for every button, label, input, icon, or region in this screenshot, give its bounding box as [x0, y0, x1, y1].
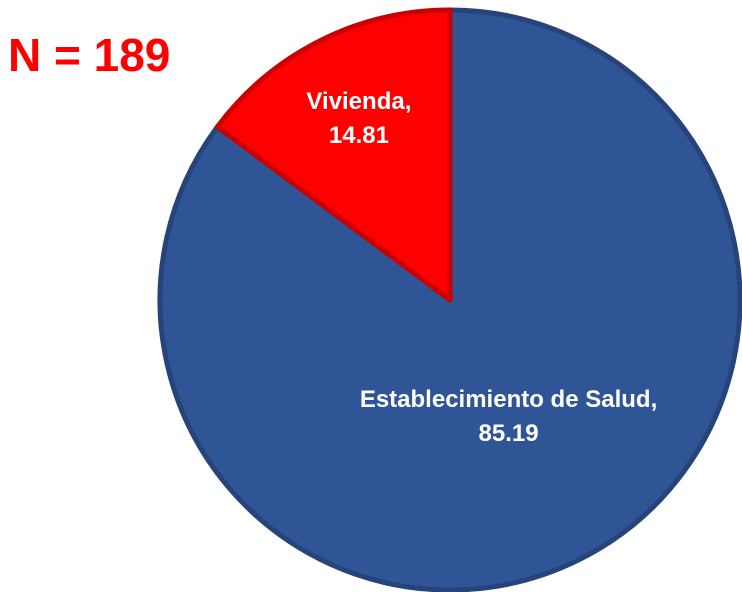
chart-title: N = 189 [8, 29, 171, 81]
label-category: Establecimiento de Salud [359, 385, 651, 413]
data-label: Establecimiento de Salud, 85.19 [359, 383, 659, 451]
label-separator: , [404, 87, 412, 115]
label-value: 85.19 [478, 419, 539, 447]
label-category: Vivienda [306, 87, 405, 115]
label-separator: , [650, 385, 658, 413]
pie-slice [214, 7, 453, 303]
label-value: 14.81 [328, 121, 389, 149]
data-label: Vivienda, 14.81 [274, 85, 444, 153]
pie-slice [157, 7, 742, 592]
